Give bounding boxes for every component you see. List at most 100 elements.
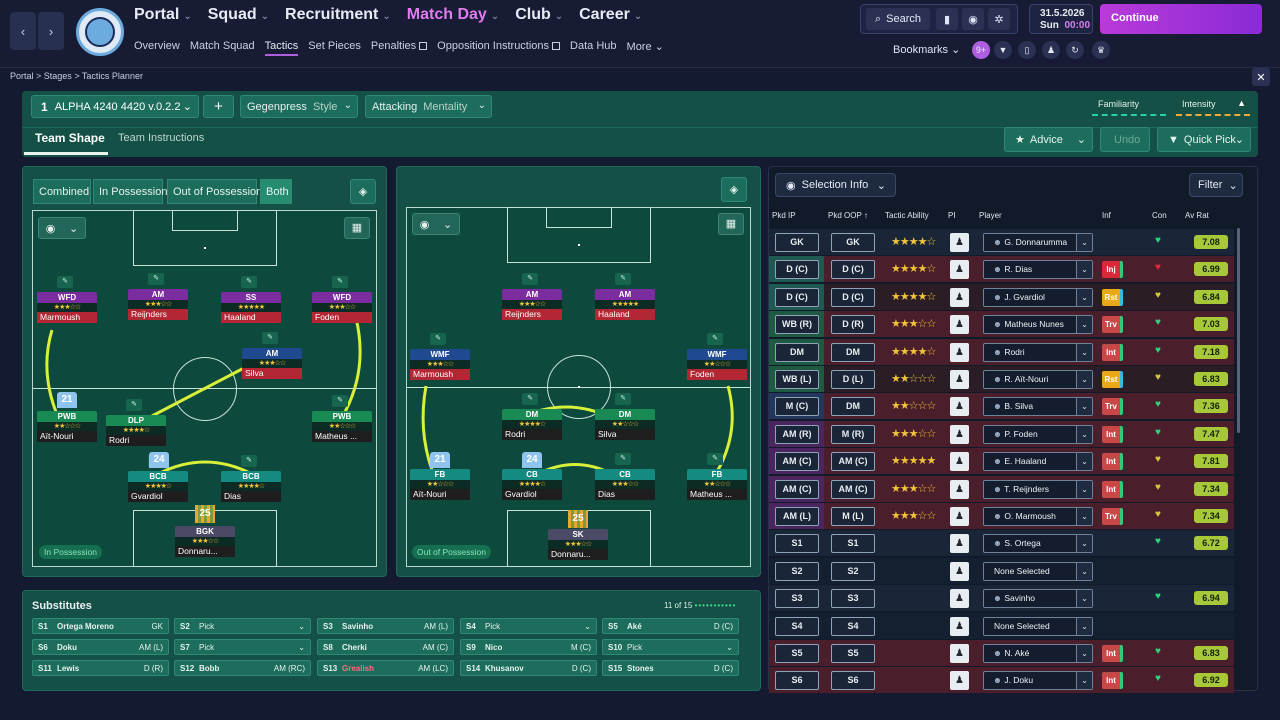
- ip-position-button[interactable]: S1: [775, 534, 819, 554]
- mode-out-of-possession[interactable]: Out of Possession: [167, 179, 262, 204]
- ip-position-button[interactable]: S2: [775, 561, 819, 581]
- oop-position-button[interactable]: S6: [831, 671, 875, 691]
- notifications-button[interactable]: 9+: [972, 41, 990, 59]
- player-instructions-button[interactable]: ♟: [950, 561, 969, 581]
- ip-position-button[interactable]: AM (L): [775, 507, 819, 526]
- selection-scrollbar[interactable]: [1237, 228, 1240, 433]
- trophy-shortcut[interactable]: ♛: [1092, 41, 1110, 59]
- ip-position-button[interactable]: GK: [775, 233, 819, 252]
- oop-position-button[interactable]: D (L): [831, 370, 875, 389]
- style-dropdown[interactable]: Gegenpress Style ⌄: [240, 95, 358, 118]
- oop-position-button[interactable]: AM (C): [831, 479, 875, 499]
- settings-button[interactable]: ✲: [988, 8, 1010, 30]
- oop-position-button[interactable]: AM (C): [831, 452, 875, 472]
- player-dropdown[interactable]: ☻ Matheus Nunes ⌄: [983, 315, 1093, 335]
- in_possession-player-card[interactable]: ✎ WFD ★★★☆☆ Foden: [312, 276, 372, 323]
- out_possession-player-card[interactable]: ✎ FB ★★☆☆☆ Matheus ...: [687, 453, 747, 500]
- search-button[interactable]: ⌕ Search: [866, 8, 930, 30]
- player-dropdown[interactable]: None Selected ⌄: [983, 616, 1093, 636]
- close-button[interactable]: ✕: [1252, 68, 1270, 86]
- cards-shortcut[interactable]: ▯: [1018, 41, 1036, 59]
- pitch-options-button-right[interactable]: ▦: [718, 213, 744, 235]
- selection-row[interactable]: AM (C) AM (C) ★★★☆☆ ♟ ☻ T. Reijnders ⌄ Int ♥ 7.3…: [769, 475, 1234, 502]
- in_possession-player-card[interactable]: ✎PWB★★☆☆☆Aït-Nouri: [37, 395, 97, 442]
- out_possession-player-card[interactable]: ✎ WMF ★★★☆☆ Marmoush: [410, 333, 470, 380]
- player-instructions-button[interactable]: ♟: [950, 534, 969, 554]
- selection-row[interactable]: WB (R) D (R) ★★★☆☆ ♟ ☻ Matheus Nunes ⌄ Trv ♥ 7.0…: [769, 311, 1234, 338]
- out_possession-player-card[interactable]: ✎ CB ★★★☆☆ Dias: [595, 453, 655, 500]
- nav-squad[interactable]: Squad ⌄: [207, 6, 270, 23]
- nav-portal[interactable]: Portal ⌄: [134, 6, 192, 23]
- substitute-slot[interactable]: S6 Doku AM (L): [32, 639, 169, 655]
- player-dropdown[interactable]: ☻ E. Haaland ⌄: [983, 452, 1093, 472]
- oop-position-button[interactable]: D (C): [831, 287, 875, 307]
- substitute-slot[interactable]: S10 Pick ⌄: [602, 639, 739, 655]
- in_possession-player-card[interactable]: ✎ WFD ★★★☆☆ Marmoush: [37, 276, 97, 323]
- mentality-dropdown[interactable]: Attacking Mentality ⌄: [365, 95, 492, 118]
- col-player[interactable]: Player: [979, 211, 1002, 220]
- player-instructions-button[interactable]: ♟: [950, 342, 969, 362]
- selection-row[interactable]: AM (C) AM (C) ★★★★★ ♟ ☻ E. Haaland ⌄ Int ♥ 7.81: [769, 448, 1234, 475]
- ip-position-button[interactable]: WB (R): [775, 315, 819, 335]
- out_possession-player-card[interactable]: ✎ DM ★★☆☆☆ Silva: [595, 393, 655, 440]
- mode-both[interactable]: Both: [260, 179, 292, 204]
- in_possession-player-card[interactable]: ✎ AM ★★★☆☆ Silva: [242, 332, 302, 379]
- selection-row[interactable]: GK GK ★★★★☆ ♟ ☻ G. Donnarumma ⌄ ♥ 7.08: [769, 229, 1234, 255]
- in_possession-player-card[interactable]: ✎ AM ★★★☆☆ Reijnders: [128, 273, 188, 320]
- out_possession-player-card[interactable]: ✎SK★★★☆☆Donnaru...: [548, 513, 608, 560]
- substitute-slot[interactable]: S13 Grealish AM (LC): [317, 660, 454, 676]
- bookmarks-button[interactable]: Bookmarks ⌄: [893, 43, 960, 56]
- mode-in-possession[interactable]: In Possession: [93, 179, 167, 204]
- substitute-slot[interactable]: S2 Pick ⌄: [174, 618, 311, 634]
- selection-row[interactable]: S3 S3 ♟ ☻ Savinho ⌄ ♥ 6.94: [769, 585, 1234, 612]
- pitch-tool-button[interactable]: ◈: [350, 179, 376, 204]
- subnav-match-squad[interactable]: Match Squad: [189, 40, 255, 52]
- selection-row[interactable]: AM (R) M (R) ★★★☆☆ ♟ ☻ P. Foden ⌄ Int ♥ 7.47: [769, 420, 1234, 447]
- col-inf[interactable]: Inf: [1102, 211, 1111, 220]
- selection-row[interactable]: DM DM ★★★★☆ ♟ ☻ Rodri ⌄ Int ♥ 7.18: [769, 338, 1234, 365]
- player-dropdown[interactable]: ☻ S. Ortega ⌄: [983, 534, 1093, 554]
- player-dropdown[interactable]: ☻ Savinho ⌄: [983, 589, 1093, 609]
- selection-row[interactable]: S2 S2 ♟ None Selected ⌄: [769, 557, 1234, 584]
- kit-shortcut[interactable]: ▼: [994, 41, 1012, 59]
- ip-position-button[interactable]: WB (L): [775, 370, 819, 389]
- player-instructions-button[interactable]: ♟: [950, 452, 969, 472]
- in_possession-player-card[interactable]: ✎ BCB ★★★★☆ Dias: [221, 455, 281, 502]
- oop-position-button[interactable]: GK: [831, 233, 875, 252]
- oop-position-button[interactable]: S3: [831, 589, 875, 609]
- in_possession-player-card[interactable]: ✎BCB★★★★☆Gvardiol: [128, 455, 188, 502]
- in_possession-player-card[interactable]: ✎ PWB ★★☆☆☆ Matheus ...: [312, 395, 372, 442]
- substitute-slot[interactable]: S7 Pick ⌄: [174, 639, 311, 655]
- forward-button[interactable]: ›: [38, 12, 64, 50]
- out_possession-player-card[interactable]: ✎ WMF ★★☆☆☆ Foden: [687, 333, 747, 380]
- player-instructions-button[interactable]: ♟: [950, 479, 969, 499]
- col-tactic-ability[interactable]: Tactic Ability: [885, 211, 929, 220]
- substitute-slot[interactable]: S5 Aké D (C): [602, 618, 739, 634]
- ip-position-button[interactable]: D (C): [775, 287, 819, 307]
- player-dropdown[interactable]: ☻ B. Silva ⌄: [983, 397, 1093, 417]
- selection-row[interactable]: D (C) D (C) ★★★★☆ ♟ ☻ J. Gvardiol ⌄ Rst ♥ 6.84: [769, 283, 1234, 310]
- filter-button[interactable]: Filter ⌄: [1189, 173, 1243, 197]
- player-dropdown[interactable]: ☻ R. Dias ⌄: [983, 260, 1093, 280]
- subnav-set-pieces[interactable]: Set Pieces: [308, 40, 361, 52]
- subnav-overview[interactable]: Overview: [134, 40, 180, 52]
- in_possession-player-card[interactable]: ✎BGK★★★☆☆Donnaru...: [175, 510, 235, 557]
- oop-position-button[interactable]: S4: [831, 616, 875, 636]
- people-shortcut[interactable]: ♟: [1042, 41, 1060, 59]
- player-dropdown[interactable]: ☻ N. Aké ⌄: [983, 644, 1093, 663]
- player-dropdown[interactable]: None Selected ⌄: [983, 561, 1093, 581]
- oop-position-button[interactable]: D (C): [831, 260, 875, 280]
- view-toggle[interactable]: ◉ ⌄: [38, 217, 86, 239]
- subnav-opposition-instructions[interactable]: Opposition Instructions: [437, 40, 561, 56]
- oop-position-button[interactable]: DM: [831, 397, 875, 417]
- ip-position-button[interactable]: S5: [775, 644, 819, 663]
- oop-position-button[interactable]: S5: [831, 644, 875, 663]
- nav-career[interactable]: Career ⌄: [579, 6, 643, 23]
- substitute-slot[interactable]: S9 Nico M (C): [460, 639, 597, 655]
- back-button[interactable]: ‹: [10, 12, 36, 50]
- advice-button[interactable]: ★ Advice ⌄: [1004, 127, 1093, 152]
- out_possession-player-card[interactable]: ✎FB★★☆☆☆Aït-Nouri: [410, 453, 470, 500]
- breadcrumb-portal[interactable]: Portal: [10, 71, 34, 81]
- substitute-slot[interactable]: S3 Savinho AM (L): [317, 618, 454, 634]
- intensity-meter[interactable]: Intensity ▲: [1176, 96, 1250, 116]
